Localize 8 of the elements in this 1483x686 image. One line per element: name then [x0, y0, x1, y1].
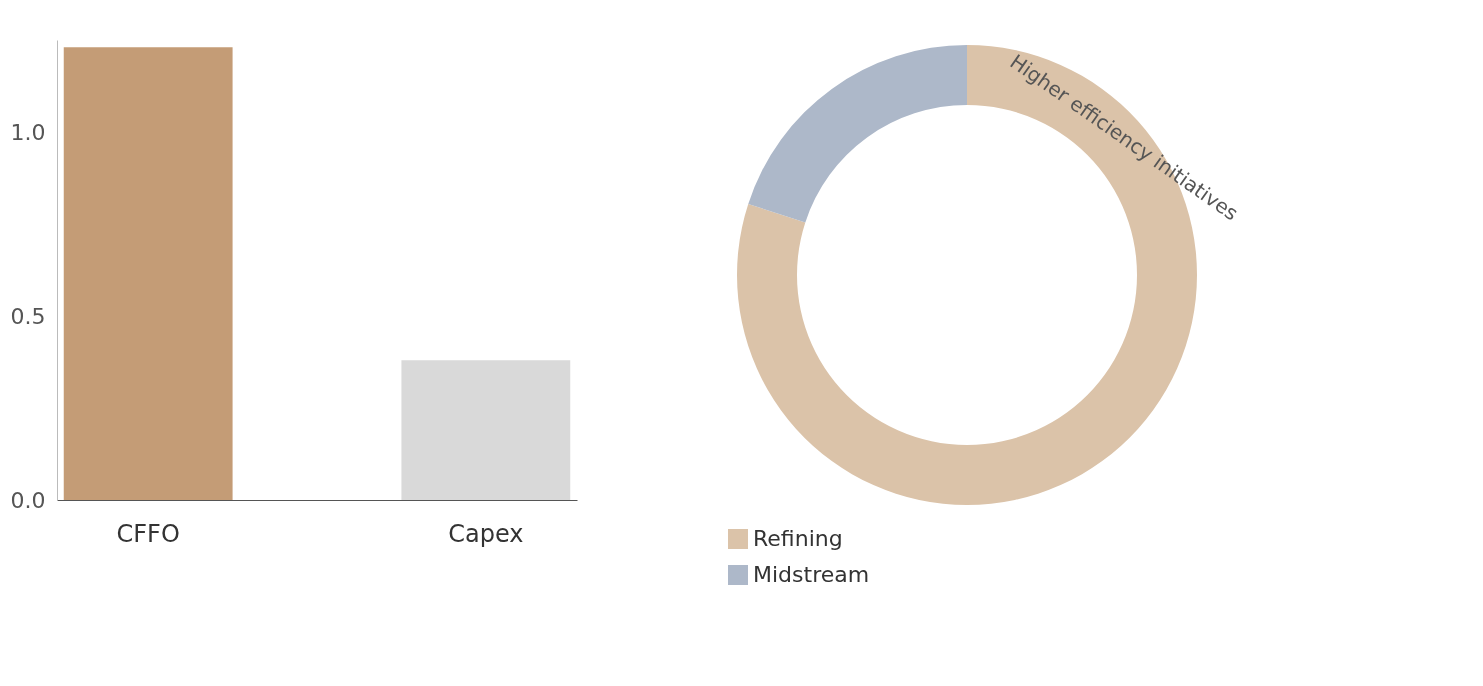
x-tick-label: CFFO [116, 519, 180, 548]
legend-label: Midstream [753, 562, 870, 587]
x-tick-label: Capex [448, 519, 524, 548]
donut-slice [748, 45, 967, 223]
y-tick-label: 0.5 [10, 303, 46, 329]
legend-label: Refining [753, 526, 843, 551]
y-tick-label: 0.0 [10, 487, 46, 513]
y-tick-label: 1.0 [10, 119, 46, 145]
